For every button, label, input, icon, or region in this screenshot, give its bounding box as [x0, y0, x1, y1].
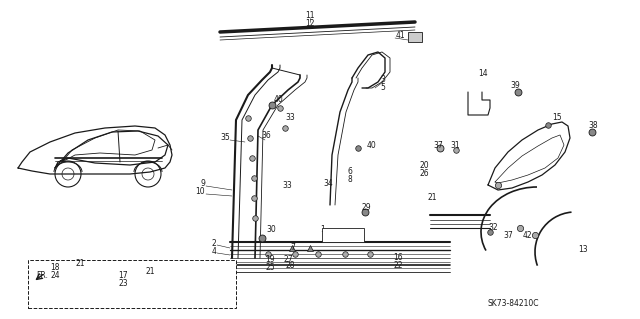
Text: 22: 22 [393, 262, 403, 271]
Text: 8: 8 [347, 175, 352, 184]
Bar [28, 260, 236, 308]
Text: 31: 31 [450, 142, 460, 151]
Text: 5: 5 [380, 84, 385, 93]
Text: 14: 14 [478, 69, 488, 78]
Text: 29: 29 [362, 204, 372, 212]
Text: 40: 40 [274, 95, 284, 105]
Text: 15: 15 [552, 114, 562, 122]
Text: 27: 27 [283, 256, 292, 264]
Text: 21: 21 [76, 259, 86, 269]
Text: 21: 21 [146, 268, 156, 277]
Text: 7: 7 [290, 242, 295, 251]
Text: 19: 19 [265, 256, 275, 264]
Text: 20: 20 [420, 161, 429, 170]
Text: 33: 33 [282, 182, 292, 190]
Bar [322, 228, 364, 242]
Bar [408, 32, 422, 42]
Text: 28: 28 [286, 262, 296, 271]
Text: 40: 40 [367, 142, 377, 151]
Text: 12: 12 [305, 19, 315, 27]
Text: 6: 6 [347, 167, 352, 176]
Text: 9: 9 [200, 180, 205, 189]
Text: 37: 37 [433, 142, 443, 151]
Text: 26: 26 [420, 169, 429, 179]
Text: 18: 18 [51, 263, 60, 272]
Text: 16: 16 [393, 254, 403, 263]
Text: 25: 25 [265, 263, 275, 272]
Text: 1: 1 [320, 226, 324, 234]
Text: 23: 23 [118, 279, 128, 288]
Text: 30: 30 [266, 226, 276, 234]
Text: 27: 27 [333, 231, 343, 240]
Text: FR.: FR. [36, 271, 48, 280]
Text: 38: 38 [588, 122, 598, 130]
Text: 2: 2 [211, 239, 216, 248]
Text: 39: 39 [510, 81, 520, 91]
Text: 21: 21 [427, 194, 436, 203]
Bar [75, 280, 127, 295]
Text: 42: 42 [523, 232, 532, 241]
Text: 3: 3 [380, 76, 385, 85]
Bar [140, 285, 192, 300]
Text: 37: 37 [503, 232, 513, 241]
Text: 41: 41 [396, 32, 406, 41]
Text: 35: 35 [220, 133, 230, 143]
Text: SK73-84210C: SK73-84210C [488, 299, 540, 308]
Text: 11: 11 [305, 11, 315, 19]
Text: 17: 17 [118, 271, 128, 280]
Text: 33: 33 [285, 114, 295, 122]
Text: 4: 4 [211, 247, 216, 256]
Text: 32: 32 [488, 224, 498, 233]
Text: 24: 24 [51, 271, 60, 280]
Text: 36: 36 [261, 131, 271, 140]
Text: 10: 10 [195, 188, 205, 197]
Text: 13: 13 [578, 246, 588, 255]
Text: 34: 34 [323, 180, 333, 189]
